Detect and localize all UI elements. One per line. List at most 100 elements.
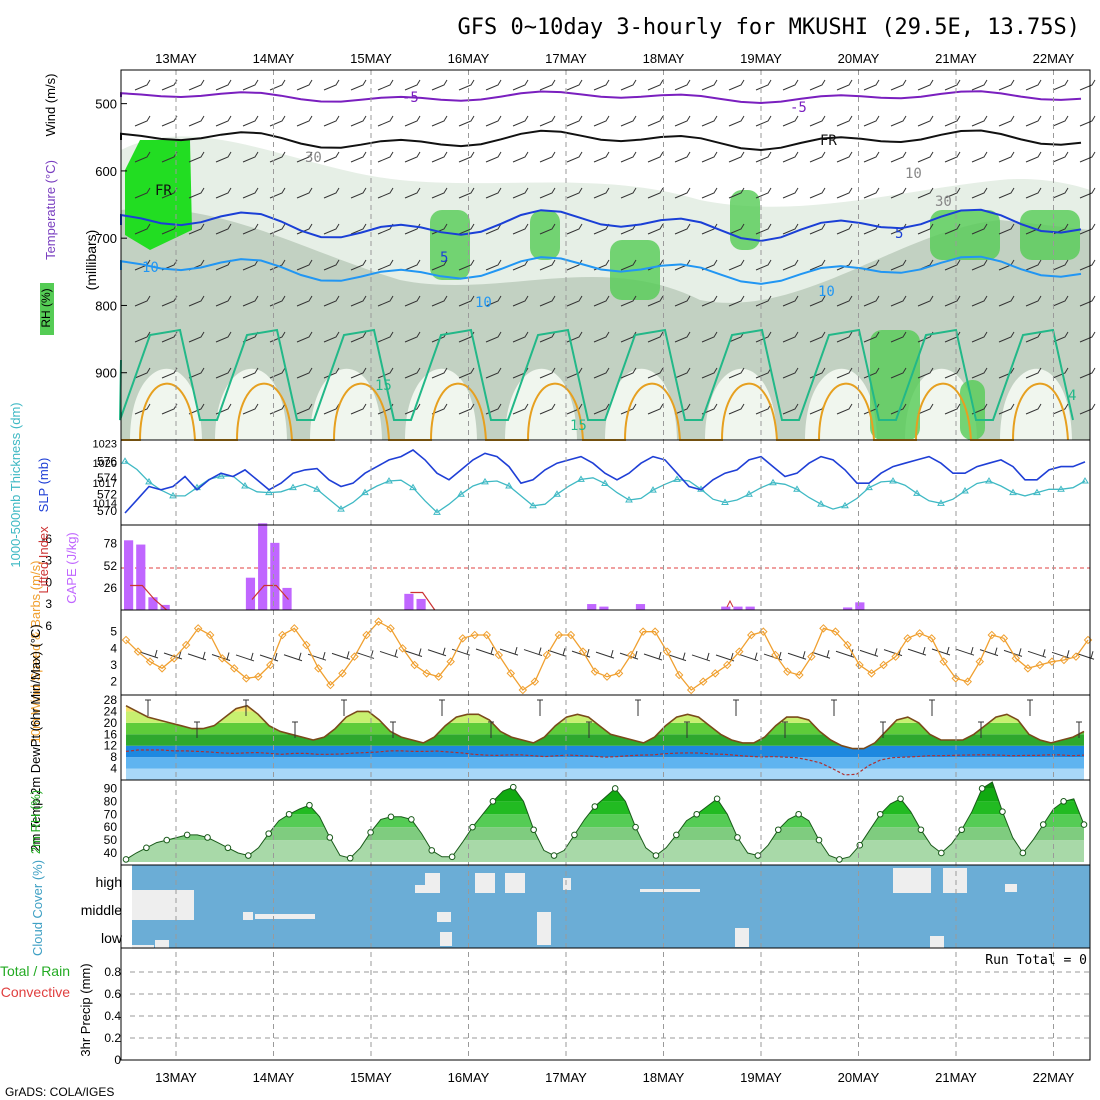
wind-speed-point [723,660,732,670]
wind-speed-point [290,624,299,633]
wind-barb [215,79,232,91]
temp-band [126,745,1084,758]
wind-barb [296,295,313,307]
top-date-label: 16MAY [448,51,490,66]
wind-barb [1025,259,1042,271]
contour-label: 10 [142,260,159,276]
wind-barb [296,79,313,91]
thickness-point [337,505,345,512]
surface-wind-barb [931,646,951,656]
lifted-index-tick-label: -6 [41,532,52,546]
surface-wind-barb [379,649,399,658]
wind-barb [188,79,205,91]
thickness-point [385,477,393,484]
wind-speed-point [338,669,347,678]
chart-title: GFS 0~10day 3-hourly for MKUSHI (29.5E, … [457,15,1080,40]
wind-barb [593,403,610,415]
wind-barb [1079,151,1096,163]
wind-barb [458,151,475,163]
wind-barb [944,79,961,91]
wind-barb [674,367,691,379]
rh-point [1080,821,1088,828]
wind-barb [377,115,394,127]
bottom-date-label: 20MAY [838,1070,880,1085]
rh-series-line [125,781,1085,860]
wind-barb [485,187,502,199]
wind-speed-point [807,652,816,661]
wind-barb [701,187,718,199]
wind-barb [404,187,421,199]
wind-barb [566,115,583,127]
wind-barb [566,295,583,307]
wind-barb [296,223,313,235]
cloud-block [475,873,495,893]
cloud-row-label: low [101,930,123,946]
top-date-label: 21MAY [935,51,977,66]
wind-barb [728,403,745,415]
wind-barb [242,79,259,91]
isotherm-15 [119,328,1074,421]
wind-speed-point [626,650,636,660]
pressure-tick-label: 900 [95,366,117,381]
wind-barb [971,79,988,91]
wind-barb [998,115,1015,127]
contour-label: 5 [440,250,448,266]
contour-label: 10 [905,166,922,182]
wind-barb [998,331,1015,343]
temp-band [126,768,1084,780]
cape-bar [587,604,597,610]
wind-barb [188,115,205,127]
lifted-index-tick-label: 6 [45,619,52,633]
contour-label: 4 [1068,388,1076,404]
thickness-tick-label: 572 [97,487,117,501]
wind-barb [1025,115,1042,127]
surface-wind-barb [1075,651,1095,660]
pressure-tick-label: 500 [95,97,117,112]
wind-barb [1052,151,1069,163]
precip-panel: 0 0.2 0.4 0.6 0.8 3hr Precip (mm) Total / Rain… [0,963,1090,1067]
wind-barb [863,295,880,307]
wind-speed-point [1071,652,1081,661]
wind-barb [728,187,745,199]
surface-wind-barb [1051,650,1071,659]
minmax-errorbar [978,721,984,738]
thickness-point [769,478,777,486]
wind-speed-point [843,640,852,650]
minmax-errorbar [684,721,690,738]
cloud-row-label: middle [81,902,122,918]
temp-color-bands [126,705,1084,780]
wind-barb [350,79,367,91]
wind-tick-label: 4 [110,641,117,655]
wind-speed-point [614,669,624,678]
isotherm-5 [120,208,1082,242]
dry-boundary-layer [215,368,287,440]
wind-speed-point [314,664,323,673]
temp-tick-label: 8 [110,750,117,764]
rh-point [938,849,945,857]
thickness-point [361,488,369,496]
wind-speed-point [1035,660,1045,670]
wind-barb [539,259,556,271]
cloud-block [505,873,525,893]
wind-barb [134,187,151,199]
rh-moist-patch [1020,210,1080,260]
temp-series-line [125,704,1085,750]
wind-speed-point [638,627,648,636]
temp-band [126,705,1084,712]
wind-barb [863,331,880,343]
wind-barb [485,259,502,271]
wind-barb [1025,187,1042,199]
rh-point [285,810,293,818]
wind-barb [539,79,556,91]
wind-barb [755,115,772,127]
rh-point [183,831,191,839]
cape-bar [599,606,609,610]
thickness-point [1033,488,1041,496]
wind-speed-point [205,630,215,640]
wind-barb [593,151,610,163]
wind-speed-point [915,629,924,638]
wind-barb [296,367,313,379]
minmax-errorbar [341,699,347,716]
wind-speed-point [434,672,443,681]
wind-barb [620,151,637,163]
